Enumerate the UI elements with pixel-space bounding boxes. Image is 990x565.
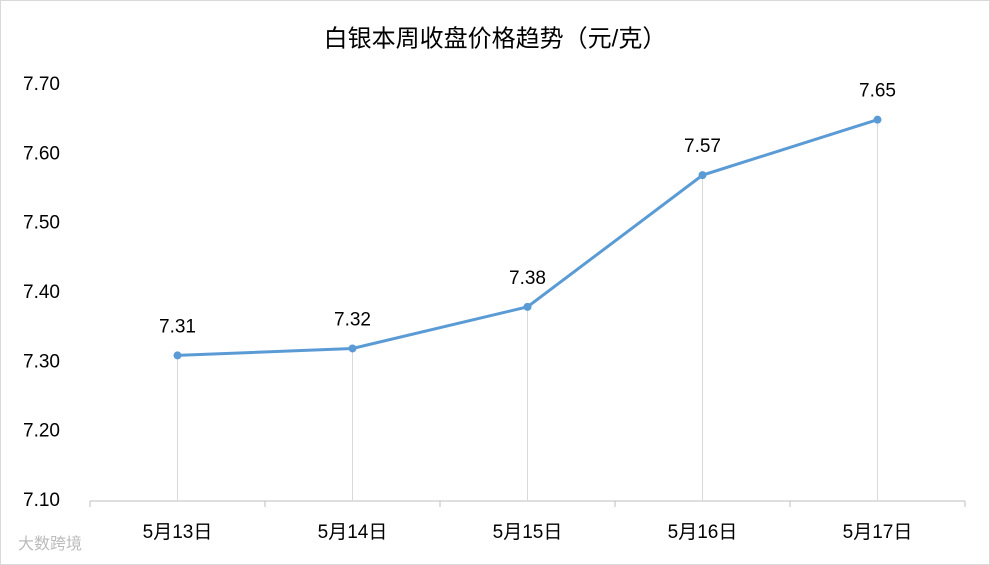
chart-title: 白银本周收盘价格趋势（元/克） <box>324 25 667 52</box>
x-tick-label: 5月17日 <box>843 522 913 543</box>
x-tick-label: 5月16日 <box>668 522 738 543</box>
point <box>873 115 882 124</box>
x-tick-label: 5月13日 <box>143 522 213 543</box>
point <box>173 351 182 360</box>
x-tick-label: 5月14日 <box>318 522 388 543</box>
y-tick-label: 7.30 <box>23 351 60 372</box>
point <box>698 171 707 180</box>
data-label: 7.31 <box>159 316 196 337</box>
y-tick-label: 7.10 <box>23 490 60 511</box>
x-tick-label: 5月15日 <box>493 522 563 543</box>
point <box>523 302 532 311</box>
data-label: 7.65 <box>859 81 896 102</box>
y-tick-label: 7.20 <box>23 421 60 442</box>
point <box>348 344 357 353</box>
y-tick-label: 7.60 <box>23 143 60 164</box>
data-label: 7.32 <box>334 309 371 330</box>
data-label: 7.38 <box>509 268 546 289</box>
watermark: 大数跨境 <box>18 534 82 553</box>
y-tick-label: 7.50 <box>23 213 60 234</box>
y-tick-label: 7.70 <box>23 74 60 95</box>
y-tick-label: 7.40 <box>23 282 60 303</box>
data-label: 7.57 <box>684 136 721 157</box>
